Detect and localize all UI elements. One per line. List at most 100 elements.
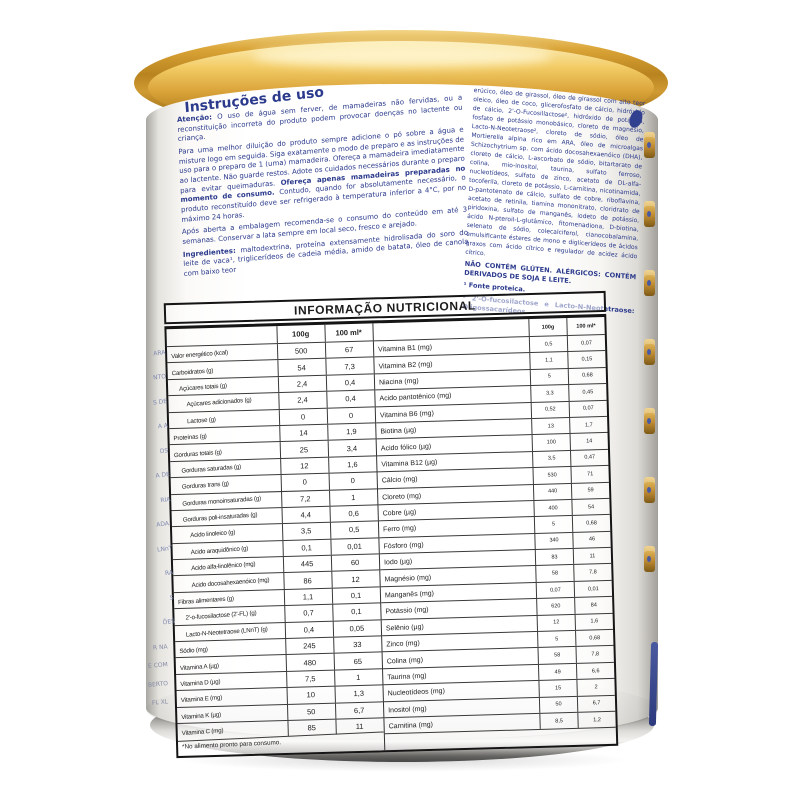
nutrient-label: Vitamina K (µg) (181, 711, 221, 721)
edge-text-fragment: S DE (152, 397, 168, 407)
value-100g: 3,5 (281, 523, 330, 540)
nutrient-label: Ácido alfa-linolênico (mg) (191, 560, 256, 573)
value-100ml: 0,68 (571, 515, 611, 532)
value-100ml: 11 (572, 547, 612, 565)
value-100g: 0,07 (535, 581, 575, 599)
value-100ml: 59 (570, 482, 610, 499)
col-header-100ml: 100 ml* (323, 323, 373, 342)
nutrition-table-right-half: 100g 100 ml* Vitamina B1 (mg) 0,5 0,07 (373, 316, 617, 751)
nutrient-label: Ácido docosahexaenóico (mg) (191, 576, 270, 589)
edge-text-fragment: RIA (159, 495, 171, 504)
nutrient-label: Biotina (µg) (379, 427, 416, 436)
nutrient-label: Cloreto (mg) (381, 492, 421, 502)
value-100ml: 1,7 (569, 416, 608, 434)
value-100ml: 46 (572, 531, 611, 549)
nutrient-label: Carnitina (mg) (388, 721, 433, 731)
value-100ml: 1 (328, 488, 377, 506)
value-100ml: 1,3 (334, 685, 383, 703)
edge-text-fragment: ÕES (161, 617, 176, 627)
value-100g: 83 (534, 549, 574, 566)
edge-text-fragment: A DE (154, 471, 170, 480)
value-100g: 10 (286, 686, 335, 704)
value-100ml: 71 (570, 466, 609, 483)
nutrient-label: Niacina (mg) (378, 377, 419, 387)
nutrient-label: Proteínas (g) (173, 433, 207, 443)
nutrient-label: 2'-o-fucosilactose (2'-FL) (g) (185, 610, 257, 623)
edge-text-fragment: RA (164, 569, 174, 578)
value-100g: 0,5 (528, 336, 568, 353)
value-100ml: 0,47 (570, 449, 609, 467)
col-header-100g: 100g (275, 324, 325, 344)
edge-text-fragment: FL XL (151, 698, 169, 707)
value-100g: 49 (537, 663, 577, 681)
value-100ml: 7,8 (575, 646, 614, 663)
value-100g: 25 (279, 441, 328, 458)
value-100ml: 1,9 (326, 423, 376, 441)
value-100ml: 0 (326, 406, 375, 424)
nutrient-label: Manganês (mg) (384, 590, 434, 600)
value-100ml: 0,4 (325, 390, 375, 408)
value-100ml: 6,6 (575, 662, 615, 680)
value-100ml: 0,07 (568, 400, 608, 417)
edge-text-fragment: S (169, 593, 175, 602)
value-100ml: 6,7 (334, 701, 383, 719)
label-motif-icon (644, 477, 655, 503)
nutrient-label: Ácido pantotênico (mg) (378, 392, 452, 403)
value-100ml: 67 (324, 341, 373, 359)
nutrient-label: Vitamina A (µg) (179, 661, 219, 672)
value-100ml: 0,15 (567, 351, 606, 368)
edge-text-fragment: OS (159, 447, 170, 455)
col-header-100g: 100g (528, 318, 567, 337)
label-motif-icon (644, 408, 655, 434)
value-100ml: 65 (333, 652, 382, 670)
value-100g: 0 (280, 473, 329, 491)
value-100ml: 0,01 (329, 538, 379, 555)
value-100g: 480 (285, 654, 334, 671)
value-100g: 3,3 (530, 385, 569, 402)
nutrient-label: Gorduras monoinsaturadas (g) (182, 494, 261, 508)
nutrient-label: Vitamina B2 (mg) (378, 360, 433, 371)
value-100g: 620 (536, 598, 575, 615)
nutrient-label: Sódio (mg) (179, 646, 208, 656)
nutrient-label: Fibras alimentares (g) (177, 595, 234, 607)
nutrient-label: Magnésio (mg) (383, 574, 431, 584)
nutrition-table-left-half: 100g 100 ml* Valor energético (kcal) 500… (166, 323, 385, 759)
label-motif-icon (644, 339, 655, 365)
value-100ml: 3,4 (327, 439, 376, 457)
nutrient-label: Ferro (mg) (382, 525, 416, 535)
value-100g: 2,4 (277, 375, 326, 393)
nutrient-label: Vitamina C (mg) (181, 727, 224, 738)
value-100ml: 0,45 (568, 384, 607, 401)
value-100ml: 0,01 (573, 580, 613, 598)
value-100g: 5 (537, 630, 576, 648)
nutrient-label: Carboidratos (g) (171, 366, 214, 377)
nutrient-label: Iodo (µg) (383, 558, 412, 567)
edge-text-fragment: LNnT (156, 544, 173, 554)
value-100g: 5 (533, 516, 573, 533)
label-motif-icon (644, 132, 655, 158)
value-100ml: 54 (571, 498, 610, 516)
value-100ml: 0,07 (566, 334, 606, 352)
value-100ml: 0,05 (332, 619, 381, 637)
value-100g: 86 (282, 572, 332, 589)
value-100ml: 0,68 (567, 367, 607, 385)
value-100g: 245 (284, 637, 334, 655)
value-100ml: 1,2 (577, 711, 616, 729)
nutrient-label: Gorduras saturadas (g) (181, 463, 242, 475)
nutrient-label: Ácido linoleico (g) (190, 529, 236, 540)
value-100g: 4,4 (281, 506, 330, 524)
value-100g: 3,5 (532, 450, 571, 468)
nutrient-label: Selênio (µg) (385, 623, 424, 633)
value-100g: 58 (535, 565, 574, 582)
nutrient-label: Cobre (µg) (382, 509, 416, 518)
value-100g: 0 (278, 408, 327, 426)
value-100g: 0,7 (283, 604, 333, 622)
value-100g: 0,4 (284, 621, 333, 639)
value-100ml: 14 (569, 433, 608, 450)
nutrient-label: Açúcares adicionados (g) (186, 396, 252, 409)
value-100ml: 6,7 (576, 695, 616, 712)
value-100ml: 7,3 (324, 357, 374, 375)
nutrient-label: Fósforo (mg) (383, 541, 424, 551)
value-100g: 2,4 (277, 391, 327, 409)
lid-highlight (252, 45, 552, 67)
